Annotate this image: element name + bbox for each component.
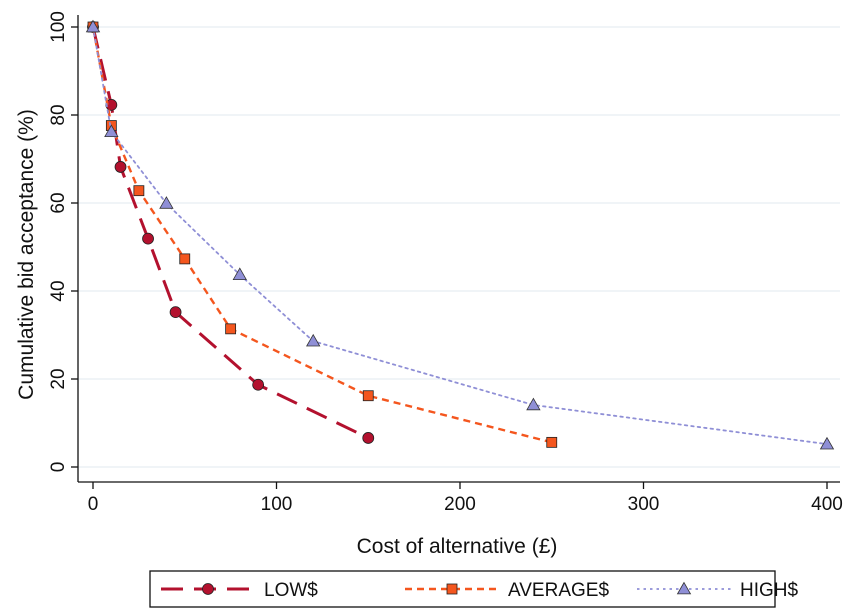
y-tick-label-1: 20 <box>48 368 69 389</box>
data-point-1-6 <box>546 436 558 448</box>
data-point-0-5 <box>252 378 265 391</box>
data-point-0-3 <box>142 232 154 245</box>
series-line-2 <box>92 26 828 446</box>
y-tick-label-4: 80 <box>48 104 69 125</box>
legend-item-1: AVERAGE$ <box>405 580 609 601</box>
series-high <box>85 19 835 450</box>
legend-label-1: AVERAGE$ <box>508 580 609 601</box>
legend-swatch-marker-1 <box>446 583 458 595</box>
series-line-1 <box>91 26 553 444</box>
ticks: 0 20 40 60 80 100 0 100 200 300 400 <box>48 11 843 515</box>
legend-label-0: LOW$ <box>264 580 318 601</box>
x-tick-label-0: 0 <box>88 494 99 515</box>
legend-label-2: HIGH$ <box>740 580 799 601</box>
axes <box>77 15 840 483</box>
data-point-1-4 <box>225 323 237 335</box>
data-point-2-2 <box>159 196 174 209</box>
legend-swatch-marker-0 <box>202 583 214 595</box>
y-axis-title: Cumulative bid acceptance (%) <box>15 109 38 400</box>
legend: LOW$ AVERAGE$ HIGH$ <box>149 570 799 608</box>
gridlines <box>78 26 840 468</box>
data-point-0-2 <box>114 161 127 173</box>
y-tick-label-0: 0 <box>48 462 69 473</box>
data-point-2-5 <box>526 397 541 411</box>
data-point-1-5 <box>362 390 374 402</box>
data-point-0-4 <box>169 306 182 319</box>
x-axis-title: Cost of alternative (£) <box>357 535 558 558</box>
legend-item-2: HIGH$ <box>637 580 799 601</box>
data-point-2-1 <box>104 124 119 137</box>
y-tick-label-2: 40 <box>48 280 69 301</box>
data-point-0-6 <box>362 432 375 444</box>
y-tick-label-3: 60 <box>48 192 69 213</box>
data-point-2-0 <box>85 19 101 33</box>
legend-swatch-marker-2 <box>676 581 692 595</box>
series-low <box>87 21 375 444</box>
series-layer <box>85 19 835 450</box>
x-tick-label-3: 300 <box>628 494 660 515</box>
data-point-1-3 <box>179 253 191 265</box>
data-point-2-3 <box>232 267 247 280</box>
y-tick-label-5: 100 <box>48 11 69 43</box>
data-point-2-4 <box>306 333 321 347</box>
data-point-1-2 <box>133 185 145 197</box>
x-tick-label-4: 400 <box>811 494 843 515</box>
data-point-2-6 <box>819 436 835 450</box>
series-average <box>87 21 558 448</box>
x-tick-label-2: 200 <box>444 494 476 515</box>
legend-item-0: LOW$ <box>161 580 318 601</box>
x-tick-label-1: 100 <box>261 494 293 515</box>
